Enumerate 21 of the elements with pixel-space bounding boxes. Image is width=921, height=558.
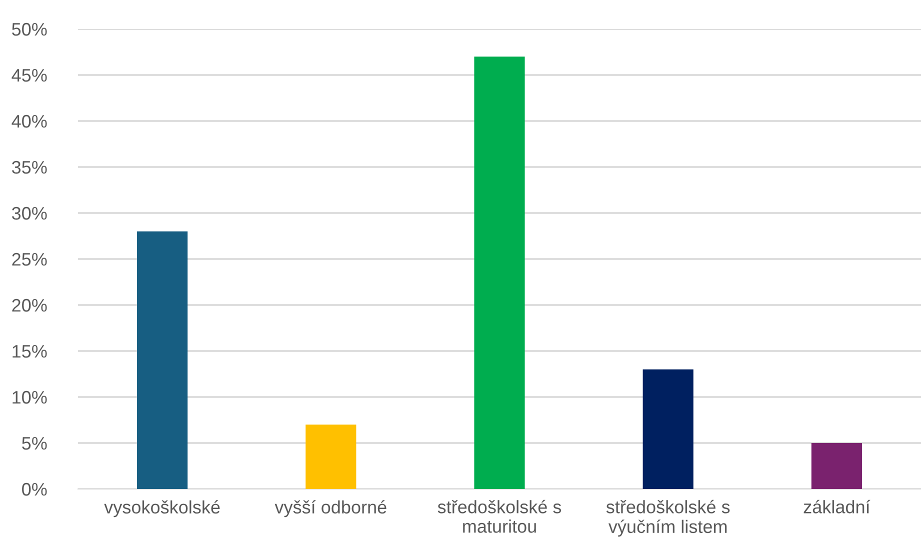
y-tick-label: 35%: [12, 160, 47, 174]
bar: [474, 56, 525, 489]
bar: [642, 369, 694, 489]
bar: [811, 443, 862, 489]
y-tick-label: 10%: [12, 390, 47, 404]
y-tick-label: 30%: [12, 206, 47, 220]
x-tick-label: středoškolské s výučním listem: [606, 500, 730, 537]
bar: [306, 424, 356, 489]
y-tick-label: 0%: [22, 482, 47, 496]
y-tick-label: 5%: [22, 437, 47, 450]
y-tick-label: 15%: [12, 345, 47, 358]
y-tick-label: 45%: [12, 69, 47, 82]
y-tick-label: 25%: [12, 252, 47, 266]
x-tick-label: středoškolské s maturitou: [438, 500, 562, 533]
y-tick-label: 20%: [12, 298, 47, 312]
y-tick-label: 40%: [12, 114, 47, 128]
y-tick-label: 50%: [12, 22, 47, 36]
x-tick-label: vysokoškolské: [104, 500, 220, 518]
bar: [137, 231, 188, 489]
x-tick-label: základní: [804, 500, 870, 514]
x-tick-label: vyšší odborné: [274, 500, 386, 518]
